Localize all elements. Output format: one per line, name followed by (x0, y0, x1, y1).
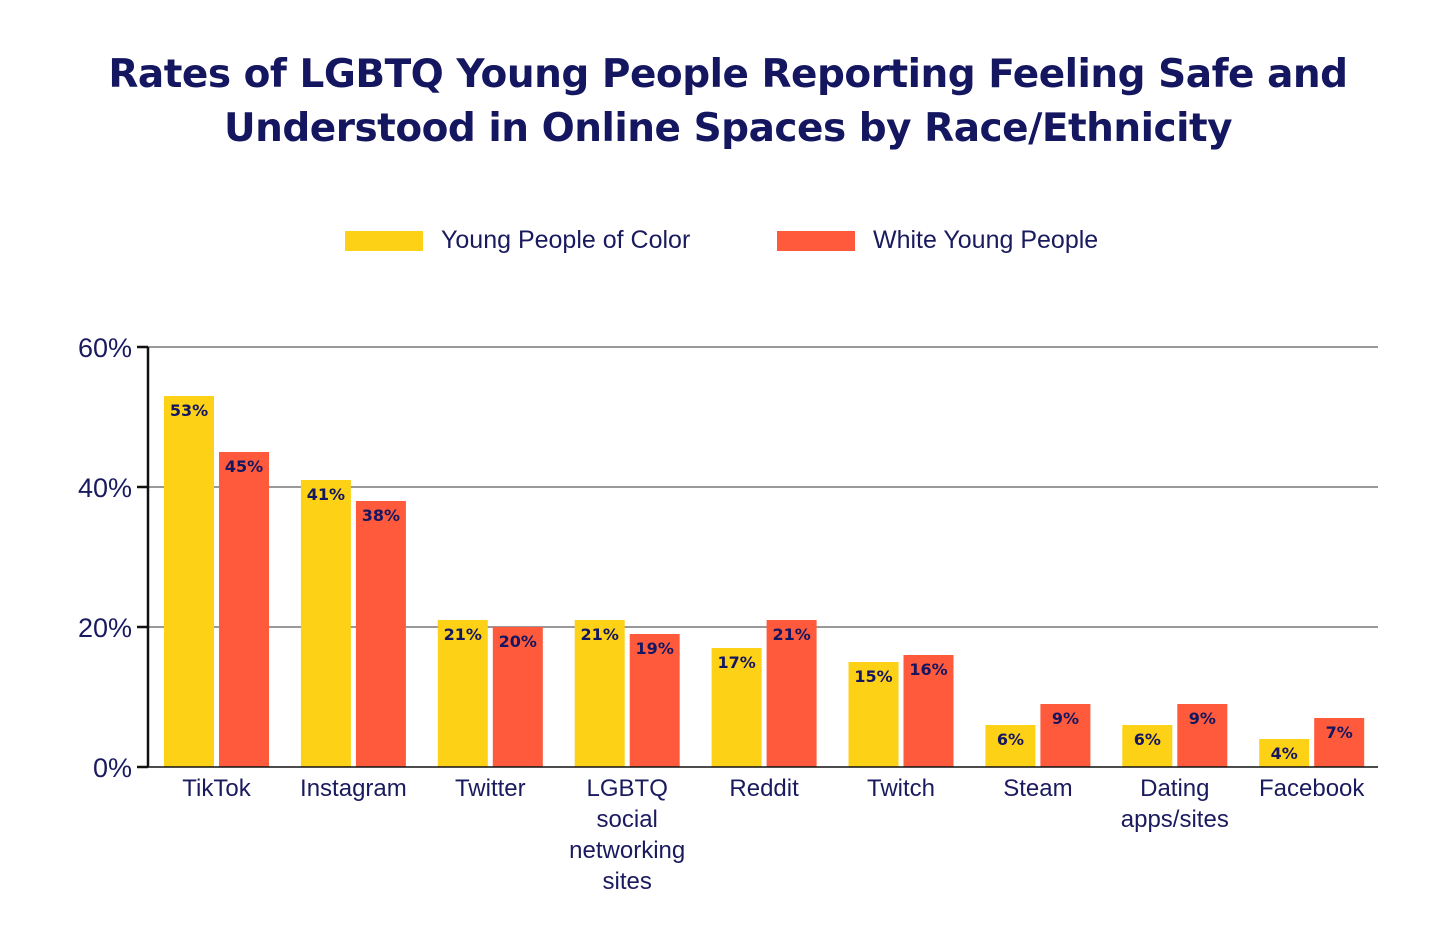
legend-item-young-people-of-color: Young People of Color (345, 226, 690, 255)
data-label-white-7: 9% (1189, 709, 1216, 728)
data-label-white-5: 16% (909, 660, 947, 679)
bar-poc-8 (1259, 739, 1310, 767)
bar-white-4 (766, 620, 817, 767)
chart-title: Rates of LGBTQ Young People Reporting Fe… (0, 48, 1456, 156)
data-label-white-0: 45% (225, 457, 263, 476)
data-label-poc-4: 17% (717, 653, 755, 672)
category-label-3-line-2: networking (569, 837, 685, 864)
data-label-poc-7: 6% (1134, 730, 1161, 749)
bar-white-2 (492, 627, 543, 767)
bar-poc-2 (437, 620, 488, 767)
bar-white-8 (1314, 718, 1365, 767)
category-label-7-line-0: Dating (1140, 775, 1209, 802)
y-tick-label-40: 40% (78, 473, 132, 503)
legend-swatch-white-young-people (777, 230, 855, 251)
data-label-poc-2: 21% (444, 625, 482, 644)
y-tick-label-20: 20% (78, 613, 132, 643)
bar-white-5 (903, 655, 954, 767)
bar-poc-3 (574, 620, 625, 767)
category-label-3-line-3: sites (603, 868, 652, 895)
data-label-white-1: 38% (362, 506, 400, 525)
data-label-white-6: 9% (1052, 709, 1079, 728)
category-label-1-line-0: Instagram (300, 775, 407, 802)
y-tick-label-60: 60% (78, 333, 132, 363)
bar-white-3 (629, 634, 680, 767)
bar-poc-1 (300, 480, 351, 767)
category-label-2-line-0: Twitter (455, 775, 526, 802)
data-label-poc-8: 4% (1271, 744, 1298, 763)
data-label-poc-1: 41% (307, 485, 345, 504)
y-tick-label-0: 0% (93, 753, 132, 783)
bar-poc-0 (164, 396, 214, 767)
category-label-8-line-0: Facebook (1259, 775, 1365, 802)
category-label-3-line-1: social (597, 806, 658, 833)
data-label-white-8: 7% (1326, 723, 1353, 742)
bar-poc-4 (711, 648, 762, 767)
category-label-3-line-0: LGBTQ (587, 775, 668, 802)
legend-label-white-young-people: White Young People (873, 226, 1099, 254)
bar-white-6 (1040, 704, 1091, 767)
data-label-poc-6: 6% (997, 730, 1024, 749)
category-label-7-line-1: apps/sites (1121, 806, 1229, 833)
chart-title-line-1: Rates of LGBTQ Young People Reporting Fe… (108, 52, 1348, 97)
bar-white-1 (355, 501, 406, 767)
bar-poc-6 (985, 725, 1036, 767)
bar-poc-7 (1122, 725, 1173, 767)
data-label-poc-3: 21% (581, 625, 619, 644)
bar-white-0 (219, 452, 269, 767)
data-label-poc-5: 15% (854, 667, 892, 686)
category-label-5-line-0: Twitch (867, 775, 935, 802)
data-label-white-3: 19% (636, 639, 674, 658)
bar-white-7 (1177, 704, 1228, 767)
legend-label-young-people-of-color: Young People of Color (441, 226, 691, 254)
legend-item-white-young-people: White Young People (777, 226, 1098, 255)
chart-legend: Young People of Color White Young People (0, 226, 1456, 266)
data-label-poc-0: 53% (170, 401, 208, 420)
category-label-6-line-0: Steam (1003, 775, 1072, 802)
data-label-white-2: 20% (499, 632, 537, 651)
bar-poc-5 (848, 662, 899, 767)
chart-title-line-2: Understood in Online Spaces by Race/Ethn… (223, 106, 1233, 151)
data-label-white-4: 21% (772, 625, 810, 644)
category-label-0-line-0: TikTok (182, 775, 251, 802)
legend-swatch-young-people-of-color (345, 230, 423, 251)
category-label-4-line-0: Reddit (729, 775, 799, 802)
